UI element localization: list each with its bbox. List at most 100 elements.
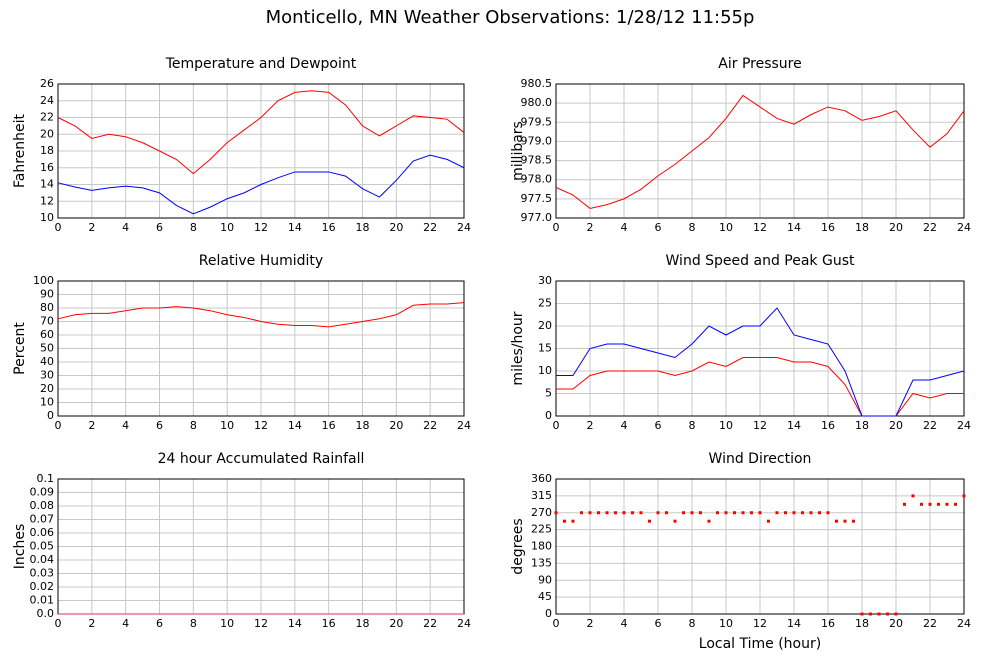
x-tick-label: 12 (753, 419, 767, 432)
y-tick-label: 70 (40, 315, 54, 328)
chart-title: Air Pressure (718, 56, 801, 72)
plot-frame (57, 280, 465, 417)
x-tick-label: 24 (457, 221, 471, 234)
x-tick-label: 6 (655, 221, 662, 234)
x-tick-label: 14 (787, 221, 801, 234)
y-tick-label: 979.5 (521, 115, 553, 128)
x-tick-label: 0 (553, 617, 560, 630)
point (673, 519, 677, 523)
x-tick-label: 6 (156, 221, 163, 234)
point (920, 502, 923, 506)
x-tick-label: 12 (753, 221, 767, 234)
y-axis-label: Percent (12, 322, 28, 375)
x-tick-label: 8 (689, 419, 696, 432)
point (622, 511, 626, 515)
x-tick-label: 20 (889, 221, 903, 234)
x-tick-label: 10 (719, 419, 733, 432)
x-tick-label: 16 (322, 419, 336, 432)
x-tick-label: 2 (88, 419, 95, 432)
y-tick-label: 0.09 (30, 486, 55, 499)
point (571, 519, 575, 523)
y-tick-label: 10 (40, 396, 54, 409)
point (835, 519, 838, 523)
x-tick-label: 14 (288, 617, 302, 630)
x-tick-label: 18 (855, 617, 869, 630)
y-tick-label: 135 (531, 556, 552, 569)
y-tick-label: 980.0 (521, 96, 553, 109)
x-tick-label: 2 (88, 221, 95, 234)
y-tick-label: 978.5 (521, 154, 553, 167)
x-tick-label: 22 (423, 419, 437, 432)
y-tick-label: 270 (531, 506, 552, 519)
x-tick-label: 18 (356, 617, 370, 630)
x-tick-label: 16 (322, 617, 336, 630)
x-tick-label: 18 (855, 221, 869, 234)
y-tick-label: 14 (40, 178, 54, 191)
y-tick-label: 977.0 (521, 211, 553, 224)
y-tick-label: 20 (40, 382, 54, 395)
point (911, 494, 915, 498)
plot-frame (555, 83, 965, 219)
point (750, 511, 753, 515)
point (894, 612, 898, 616)
x-tick-label: 2 (587, 221, 594, 234)
point (682, 511, 685, 515)
point (860, 612, 864, 616)
point (869, 612, 872, 616)
x-tick-label: 16 (821, 419, 835, 432)
plot-frame (555, 478, 965, 615)
point (877, 612, 881, 616)
x-tick-label: 12 (254, 419, 268, 432)
y-tick-label: 225 (531, 523, 552, 536)
point (563, 519, 566, 523)
x-tick-label: 12 (753, 617, 767, 630)
point (937, 502, 940, 506)
chart-title: 24 hour Accumulated Rainfall (158, 451, 365, 467)
y-tick-label: 0 (545, 409, 552, 422)
x-tick-label: 10 (220, 419, 234, 432)
x-tick-label: 12 (254, 617, 268, 630)
x-tick-label: 0 (553, 419, 560, 432)
x-tick-label: 4 (621, 617, 628, 630)
y-tick-label: 979.0 (521, 134, 553, 147)
x-axis-label: Local Time (hour) (699, 636, 821, 652)
point (775, 511, 779, 515)
y-tick-label: 20 (40, 127, 54, 140)
chart-title: Temperature and Dewpoint (165, 56, 357, 72)
y-tick-label: 18 (40, 144, 54, 157)
y-tick-label: 360 (531, 472, 552, 485)
point (792, 511, 796, 515)
y-tick-label: 977.5 (521, 192, 553, 205)
y-axis-label: miles/hour (510, 311, 526, 385)
y-tick-label: 12 (40, 194, 54, 207)
x-tick-label: 10 (220, 617, 234, 630)
series-line (57, 154, 465, 215)
point (733, 511, 736, 515)
x-tick-label: 16 (821, 617, 835, 630)
point (588, 511, 592, 515)
y-tick-label: 26 (40, 77, 54, 90)
point (716, 511, 719, 515)
x-tick-label: 14 (787, 419, 801, 432)
y-tick-label: 978.0 (521, 173, 553, 186)
x-tick-label: 10 (719, 617, 733, 630)
point (648, 519, 651, 523)
x-tick-label: 0 (55, 419, 62, 432)
x-tick-label: 10 (719, 221, 733, 234)
x-tick-label: 4 (621, 221, 628, 234)
x-tick-label: 8 (689, 221, 696, 234)
x-tick-label: 16 (322, 221, 336, 234)
x-tick-label: 10 (220, 221, 234, 234)
point (724, 511, 728, 515)
point (886, 612, 889, 616)
y-tick-label: 45 (538, 590, 552, 603)
point (597, 511, 600, 515)
x-tick-label: 22 (923, 419, 937, 432)
plot-frame (555, 280, 965, 417)
point (707, 519, 711, 523)
x-tick-label: 22 (423, 221, 437, 234)
y-tick-label: 315 (531, 489, 552, 502)
x-tick-label: 0 (55, 617, 62, 630)
y-tick-label: 16 (40, 161, 54, 174)
